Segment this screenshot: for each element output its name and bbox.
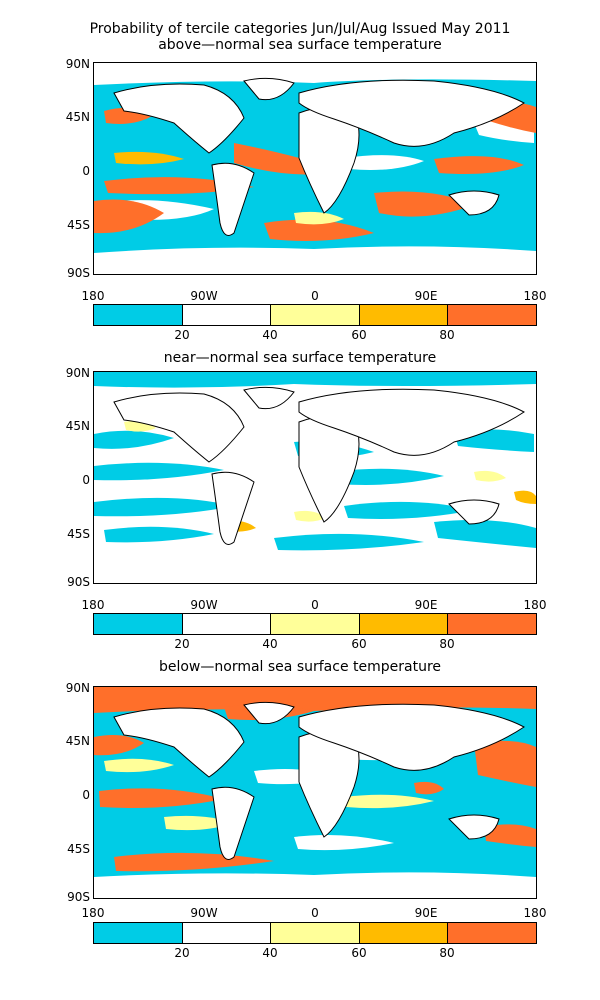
colorbar-segment bbox=[271, 614, 360, 634]
colorbar-label-80: 80 bbox=[439, 946, 455, 960]
colorbar-segment bbox=[182, 923, 272, 943]
lon-label-90w: 90W bbox=[190, 289, 218, 303]
colorbar-label-60: 60 bbox=[351, 946, 367, 960]
lat-label-0: 0 bbox=[82, 164, 90, 178]
colorbar-segment bbox=[448, 614, 536, 634]
colorbar-segment bbox=[359, 305, 449, 325]
lon-label-0: 0 bbox=[311, 906, 319, 920]
lat-label-45s: 45S bbox=[67, 842, 90, 856]
map-above bbox=[93, 62, 537, 275]
lon-label-90e: 90E bbox=[414, 906, 438, 920]
lon-label-180e: 180 bbox=[523, 598, 547, 612]
colorbar-segment bbox=[182, 614, 272, 634]
lat-label-90n: 90N bbox=[65, 681, 90, 695]
lon-label-180e: 180 bbox=[523, 906, 547, 920]
lat-label-45s: 45S bbox=[67, 218, 90, 232]
lat-label-45n: 45N bbox=[65, 734, 90, 748]
lon-label-180w: 180 bbox=[81, 906, 105, 920]
colorbar-segment bbox=[271, 305, 360, 325]
colorbar-label-80: 80 bbox=[439, 328, 455, 342]
colorbar-segment bbox=[94, 923, 183, 943]
panel-title-below: below—normal sea surface temperature bbox=[158, 659, 442, 675]
colorbar-label-80: 80 bbox=[439, 637, 455, 651]
map-below bbox=[93, 686, 537, 899]
colorbar-segment bbox=[182, 305, 272, 325]
panel-title-above: above—normal sea surface temperature bbox=[158, 37, 442, 53]
lon-label-180w: 180 bbox=[81, 598, 105, 612]
figure-title: Probability of tercile categories Jun/Ju… bbox=[89, 21, 511, 37]
lon-label-0: 0 bbox=[311, 289, 319, 303]
colorbar-segment bbox=[94, 614, 183, 634]
colorbar-segment bbox=[271, 923, 360, 943]
lat-label-90n: 90N bbox=[65, 57, 90, 71]
colorbar-label-40: 40 bbox=[262, 946, 278, 960]
lon-label-90e: 90E bbox=[414, 289, 438, 303]
lat-label-90n: 90N bbox=[65, 366, 90, 380]
colorbar-label-20: 20 bbox=[174, 328, 190, 342]
colorbar-segment bbox=[448, 305, 536, 325]
lat-label-90s: 90S bbox=[67, 890, 90, 904]
colorbar-label-40: 40 bbox=[262, 328, 278, 342]
colorbar-segment bbox=[94, 305, 183, 325]
colorbar-segment bbox=[448, 923, 536, 943]
colorbar-label-20: 20 bbox=[174, 637, 190, 651]
colorbar-label-60: 60 bbox=[351, 637, 367, 651]
lon-label-90w: 90W bbox=[190, 906, 218, 920]
lat-label-90s: 90S bbox=[67, 266, 90, 280]
lon-label-0: 0 bbox=[311, 598, 319, 612]
map-near bbox=[93, 371, 537, 584]
lat-label-45s: 45S bbox=[67, 527, 90, 541]
lat-label-45n: 45N bbox=[65, 110, 90, 124]
colorbar-label-20: 20 bbox=[174, 946, 190, 960]
colorbar-above bbox=[93, 304, 537, 326]
panel-title-near: near—normal sea surface temperature bbox=[163, 350, 437, 366]
lat-label-0: 0 bbox=[82, 788, 90, 802]
colorbar-label-40: 40 bbox=[262, 637, 278, 651]
lon-label-180w: 180 bbox=[81, 289, 105, 303]
colorbar-near bbox=[93, 613, 537, 635]
lon-label-90w: 90W bbox=[190, 598, 218, 612]
lon-label-180e: 180 bbox=[523, 289, 547, 303]
lat-label-0: 0 bbox=[82, 473, 90, 487]
lat-label-45n: 45N bbox=[65, 419, 90, 433]
lat-label-90s: 90S bbox=[67, 575, 90, 589]
lon-label-90e: 90E bbox=[414, 598, 438, 612]
colorbar-label-60: 60 bbox=[351, 328, 367, 342]
colorbar-segment bbox=[359, 923, 449, 943]
colorbar-below bbox=[93, 922, 537, 944]
colorbar-segment bbox=[359, 614, 449, 634]
